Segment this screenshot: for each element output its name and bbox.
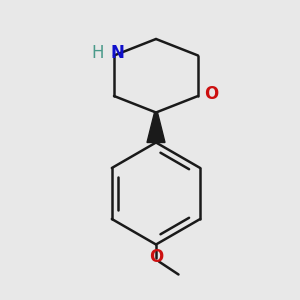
Text: O: O [149,248,163,266]
Text: N: N [110,44,124,62]
Polygon shape [147,112,165,142]
Text: O: O [204,85,219,103]
Text: H: H [91,44,104,62]
